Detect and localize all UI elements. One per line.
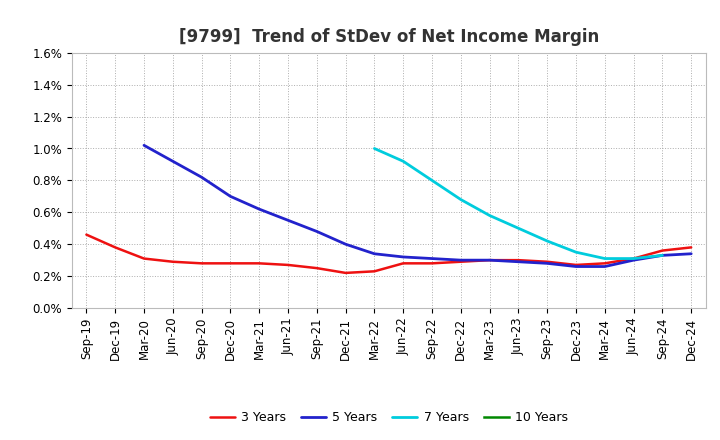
Title: [9799]  Trend of StDev of Net Income Margin: [9799] Trend of StDev of Net Income Marg… bbox=[179, 28, 599, 46]
Legend: 3 Years, 5 Years, 7 Years, 10 Years: 3 Years, 5 Years, 7 Years, 10 Years bbox=[204, 407, 573, 429]
